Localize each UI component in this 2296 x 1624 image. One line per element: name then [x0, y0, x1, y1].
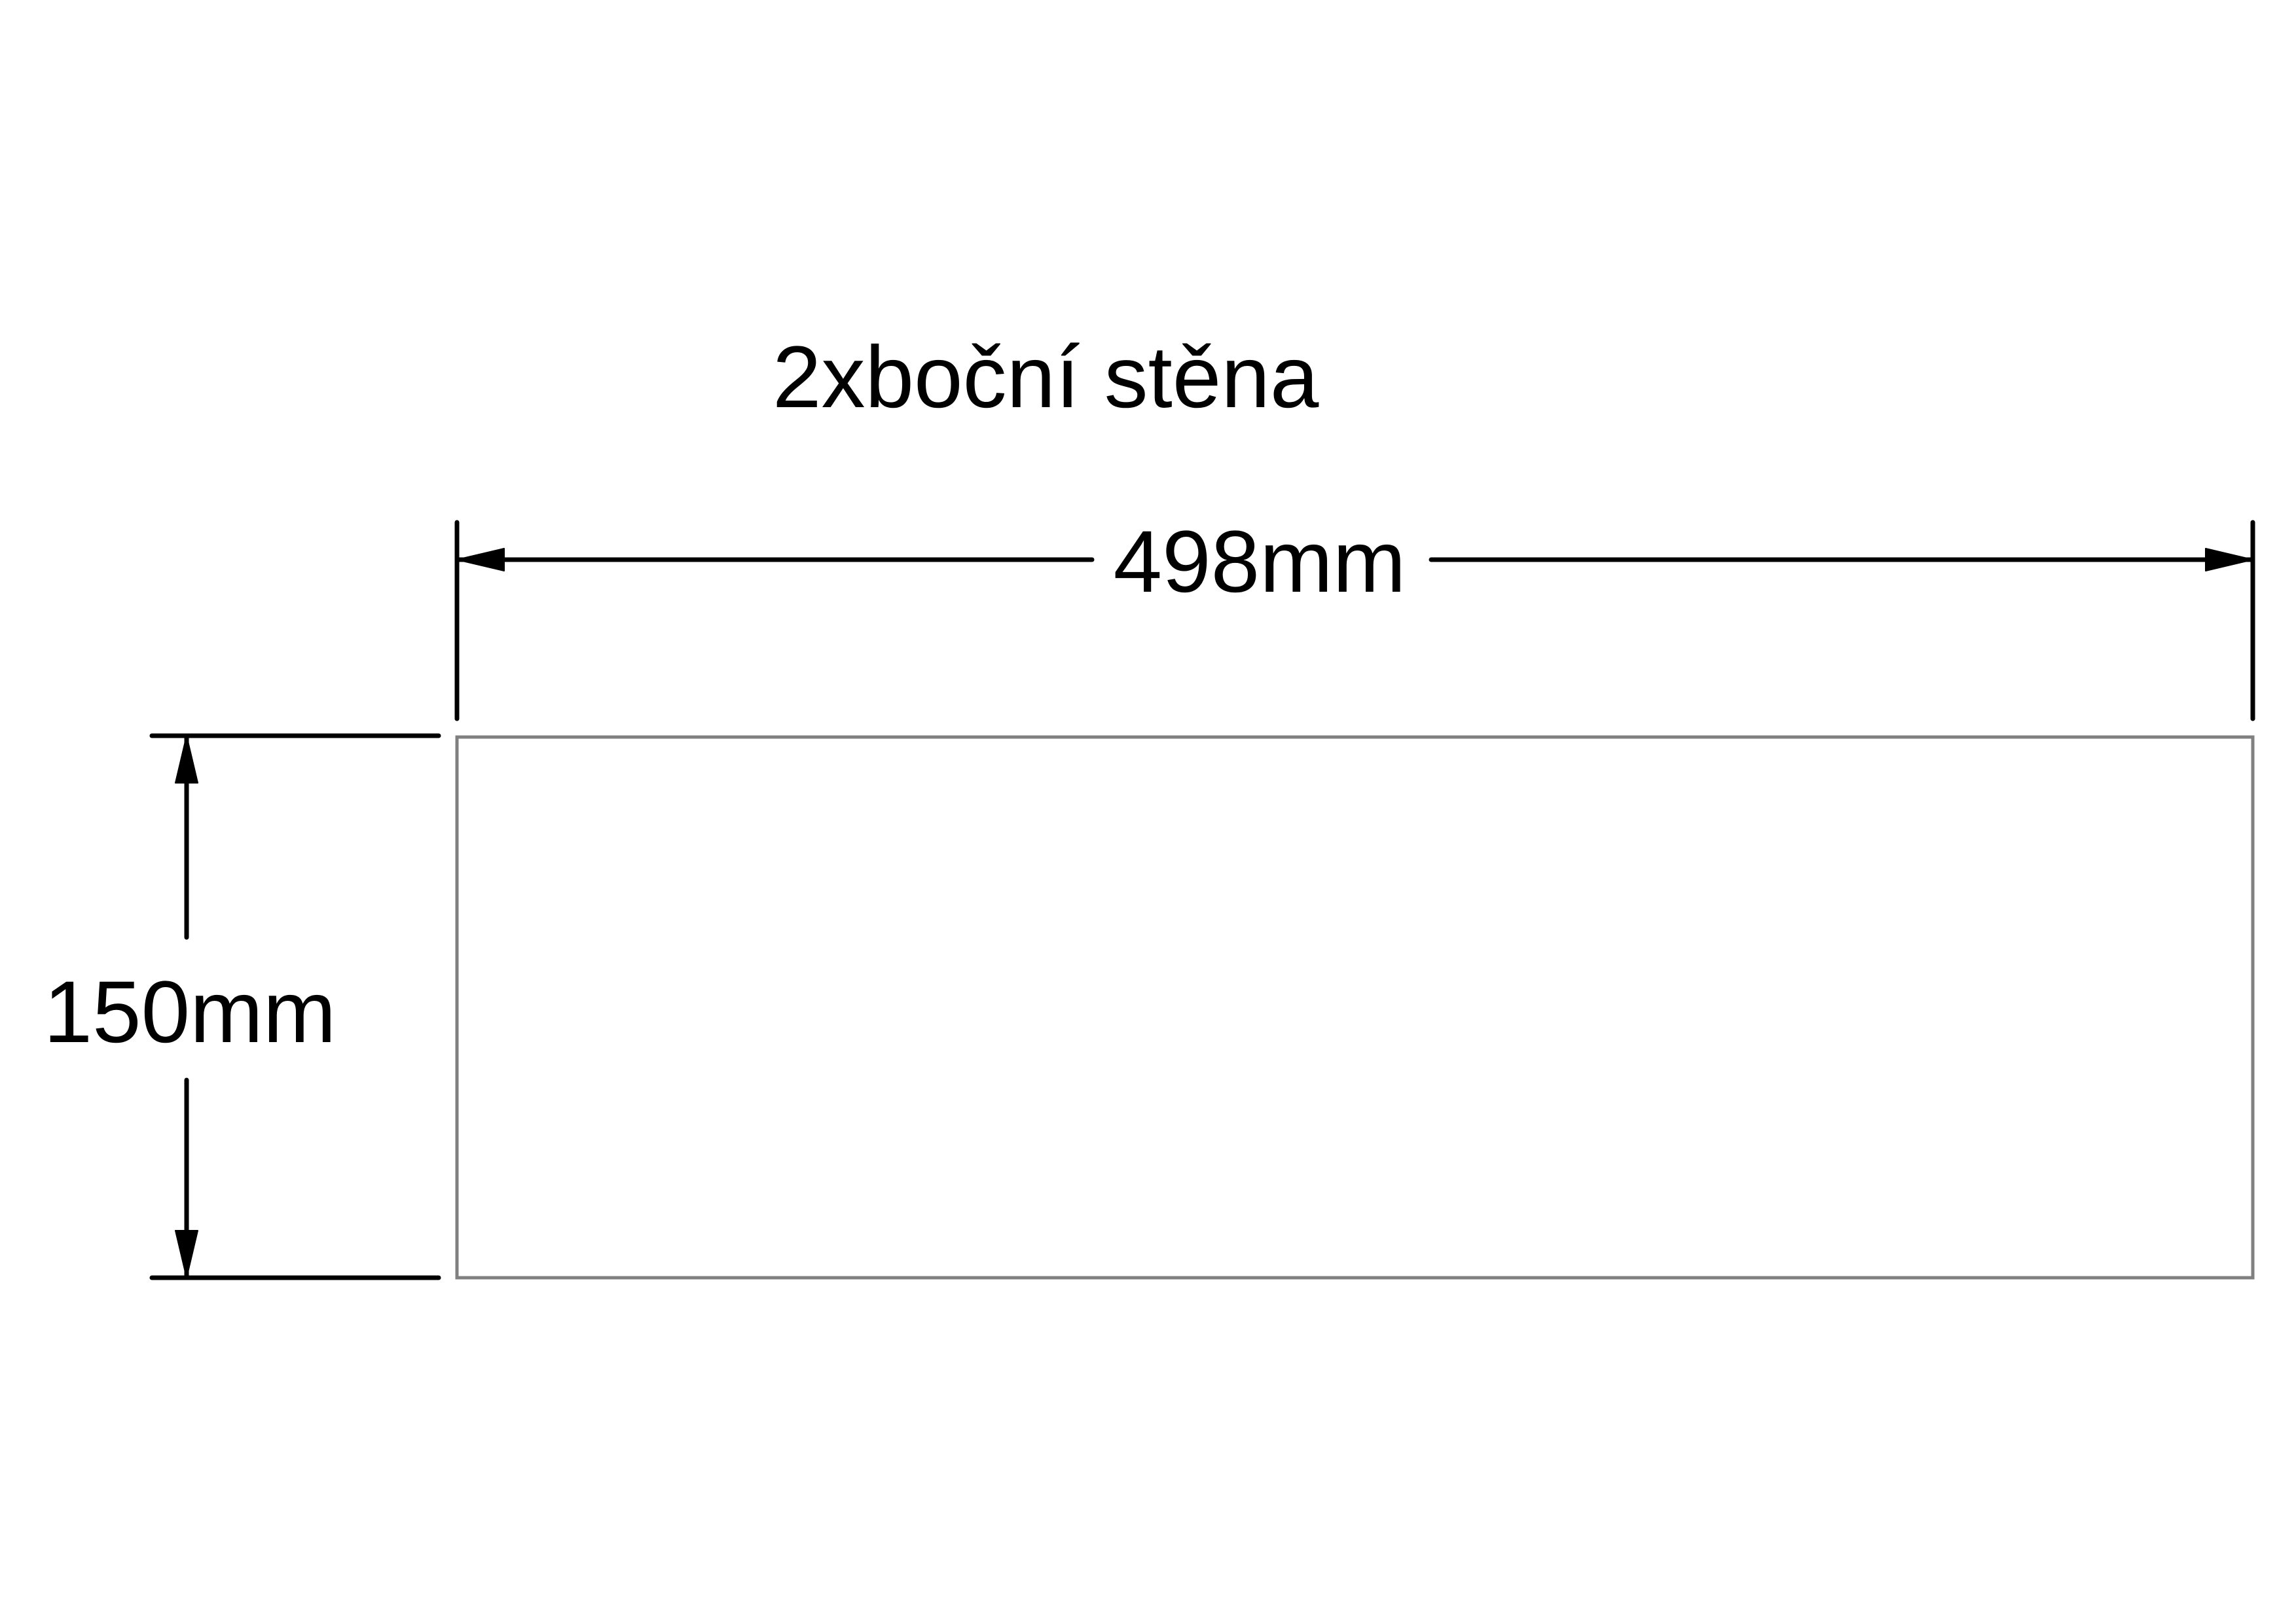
- drawing-title: 2xboční stěna: [773, 329, 1319, 426]
- height-dimension: 150mm: [44, 733, 441, 1280]
- height-label: 150mm: [44, 964, 337, 1061]
- height-arrow-bottom: [175, 1230, 198, 1278]
- width-label: 498mm: [1114, 513, 1406, 611]
- width-dimension: 498mm: [454, 513, 2255, 721]
- height-arrow-top: [175, 735, 198, 784]
- part-outline: [455, 735, 2255, 1280]
- width-arrow-right: [2205, 548, 2253, 571]
- width-arrow-left: [456, 548, 505, 571]
